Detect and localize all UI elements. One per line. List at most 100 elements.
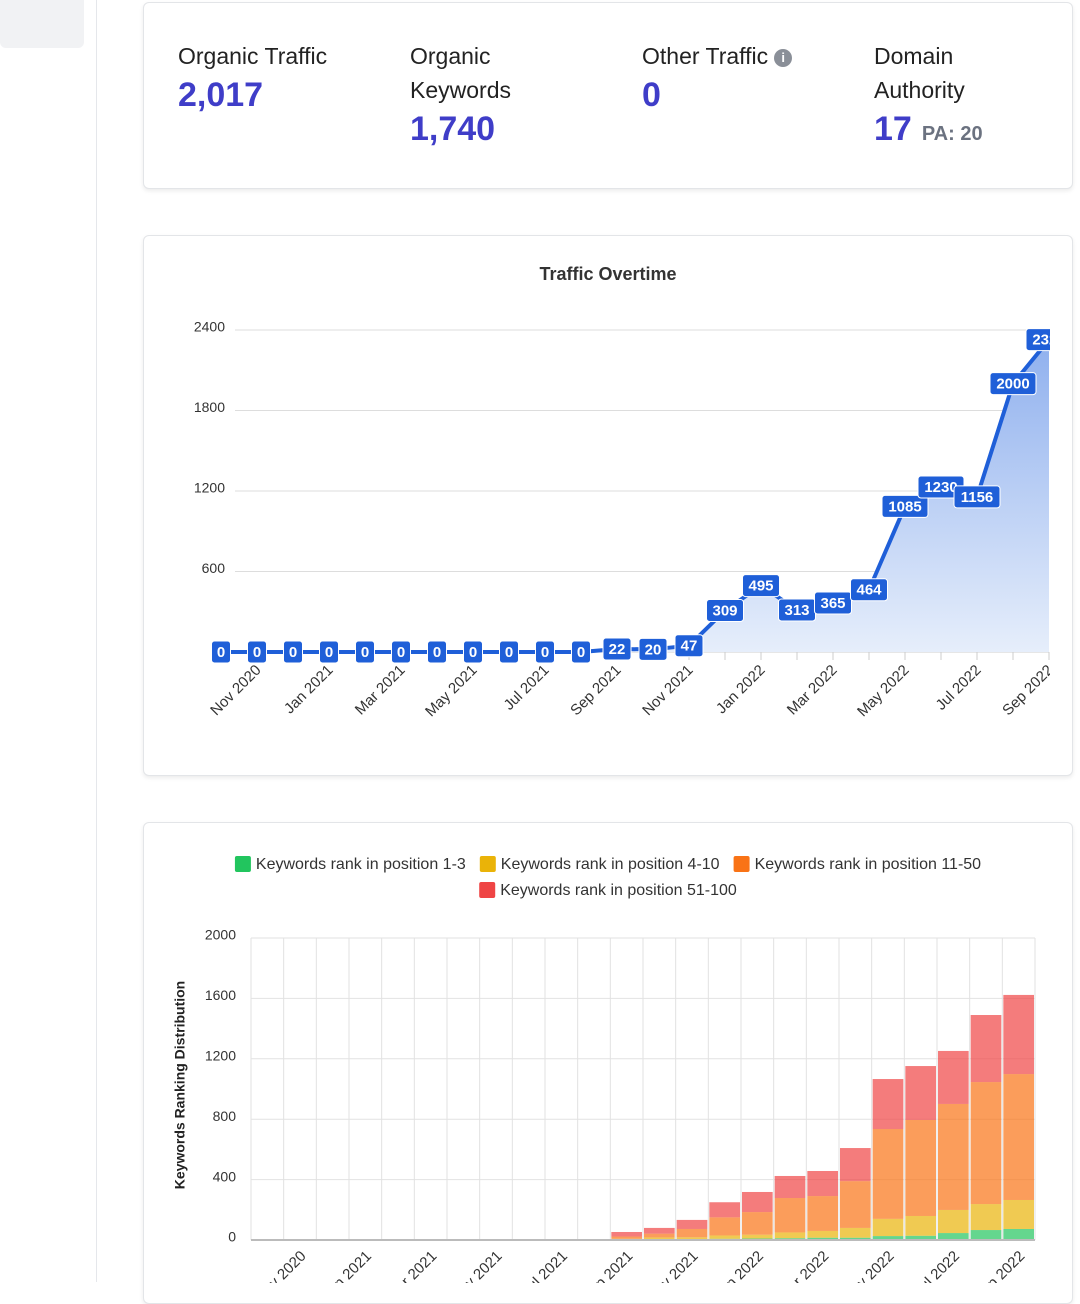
stat-label: Other Traffic [642,43,768,69]
bar-segment [677,1220,708,1229]
stat-label: Domain Authority [874,39,1049,107]
stat-label: Organic Keywords [410,39,585,107]
legend-swatch [480,856,496,872]
data-label: 1230 [924,479,957,496]
bar-segment [775,1176,806,1198]
y-tick-label: 400 [213,1168,237,1184]
data-label: 365 [820,595,845,612]
x-tick-label: Jan 2021 [281,662,337,718]
data-label: 0 [577,644,585,661]
data-label: 313 [784,602,809,619]
stat-value: 0 [642,73,842,117]
bar-segment [1003,1200,1034,1229]
bar-segment [742,1235,773,1239]
legend-label: Keywords rank in position 51-100 [500,882,737,899]
bar-segment [840,1228,871,1238]
legend-label: Keywords rank in position 4-10 [501,856,720,873]
y-tick-label: 1600 [205,987,236,1003]
x-tick-label: Jan 2022 [713,662,769,718]
x-tick-label: Mar 2022 [775,1248,832,1283]
divider [96,0,97,1282]
bar-segment [1003,1229,1034,1240]
bar-segment [709,1217,740,1235]
legend-label: Keywords rank in position 11-50 [755,856,982,873]
y-tick-label: 2400 [194,319,225,335]
x-tick-label: Sep 2022 [971,1248,1028,1283]
data-label: 1085 [888,498,921,515]
x-tick-label: May 2021 [447,1248,506,1283]
bar-segment [742,1192,773,1212]
bar-segment [905,1066,936,1120]
x-tick-label: Jan 2021 [319,1248,375,1283]
y-axis-label: Keywords Ranking Distribution [172,981,188,1189]
bar-segment [644,1228,675,1234]
stat: Other Traffic i 0 [642,39,842,117]
x-tick-label: Sep 2022 [999,662,1050,719]
stat-value: 17 [874,110,912,148]
data-label: 0 [541,644,549,661]
bar-segment [611,1232,642,1237]
bar-segment [971,1015,1002,1082]
bar-segment [971,1082,1002,1204]
data-label: 495 [748,578,773,595]
stat-value-row: 17 PA: 20 [874,107,1049,156]
data-label: 2328 [1032,332,1050,349]
bar-segment [644,1234,675,1238]
x-tick-label: Nov 2020 [207,662,264,719]
bar-segment [905,1120,936,1216]
data-label: 47 [681,638,698,655]
data-label: 0 [433,644,441,661]
bar-segment [938,1233,969,1240]
stat-label: Organic Traffic [178,39,353,73]
bar-segment [709,1202,740,1217]
y-tick-label: 1200 [194,480,225,496]
data-label: 0 [469,644,477,661]
legend-swatch [235,856,251,872]
x-tick-label: Nov 2020 [252,1248,309,1283]
info-icon[interactable]: i [774,49,792,67]
stat-label-row: Other Traffic i [642,39,842,73]
x-tick-label: Jul 2021 [519,1248,571,1283]
bar-chart: Keywords Ranking Distribution 0400800120… [143,822,1072,1283]
legend-swatch [734,856,750,872]
bar-segment [775,1198,806,1232]
legend-swatch [479,882,495,898]
data-label: 0 [397,644,405,661]
x-tick-label: Jul 2022 [911,1248,963,1283]
x-tick-label: May 2022 [854,662,913,721]
data-label: 0 [217,644,225,661]
bar-segment [742,1212,773,1235]
data-label: 0 [325,644,333,661]
x-tick-label: Mar 2021 [383,1248,440,1283]
x-tick-label: May 2022 [839,1248,898,1283]
y-tick-label: 0 [228,1229,236,1245]
data-label: 20 [645,641,662,658]
bar-segment [1003,995,1034,1074]
data-label: 0 [289,644,297,661]
bar-segment [840,1181,871,1228]
bar-segment [775,1232,806,1238]
bar-segment [677,1229,708,1237]
x-tick-label: Mar 2021 [352,662,409,719]
data-label: 464 [856,582,882,599]
bar-segment [938,1104,969,1210]
y-tick-label: 1200 [205,1048,236,1064]
bar-segment [905,1216,936,1236]
x-tick-label: Jul 2021 [501,662,553,714]
stat-value: 1,740 [410,107,585,151]
bar-segment [807,1171,838,1196]
bar-segment [873,1079,904,1129]
x-tick-label: Sep 2021 [567,662,624,719]
chart-title: Traffic Overtime [539,264,676,284]
y-tick-label: 600 [202,560,226,576]
x-tick-label: Nov 2021 [639,662,696,719]
stat-value: 2,017 [178,73,353,117]
data-label: 2000 [996,376,1029,393]
page-authority: PA: 20 [922,123,983,145]
x-tick-label: Jul 2022 [933,662,985,714]
